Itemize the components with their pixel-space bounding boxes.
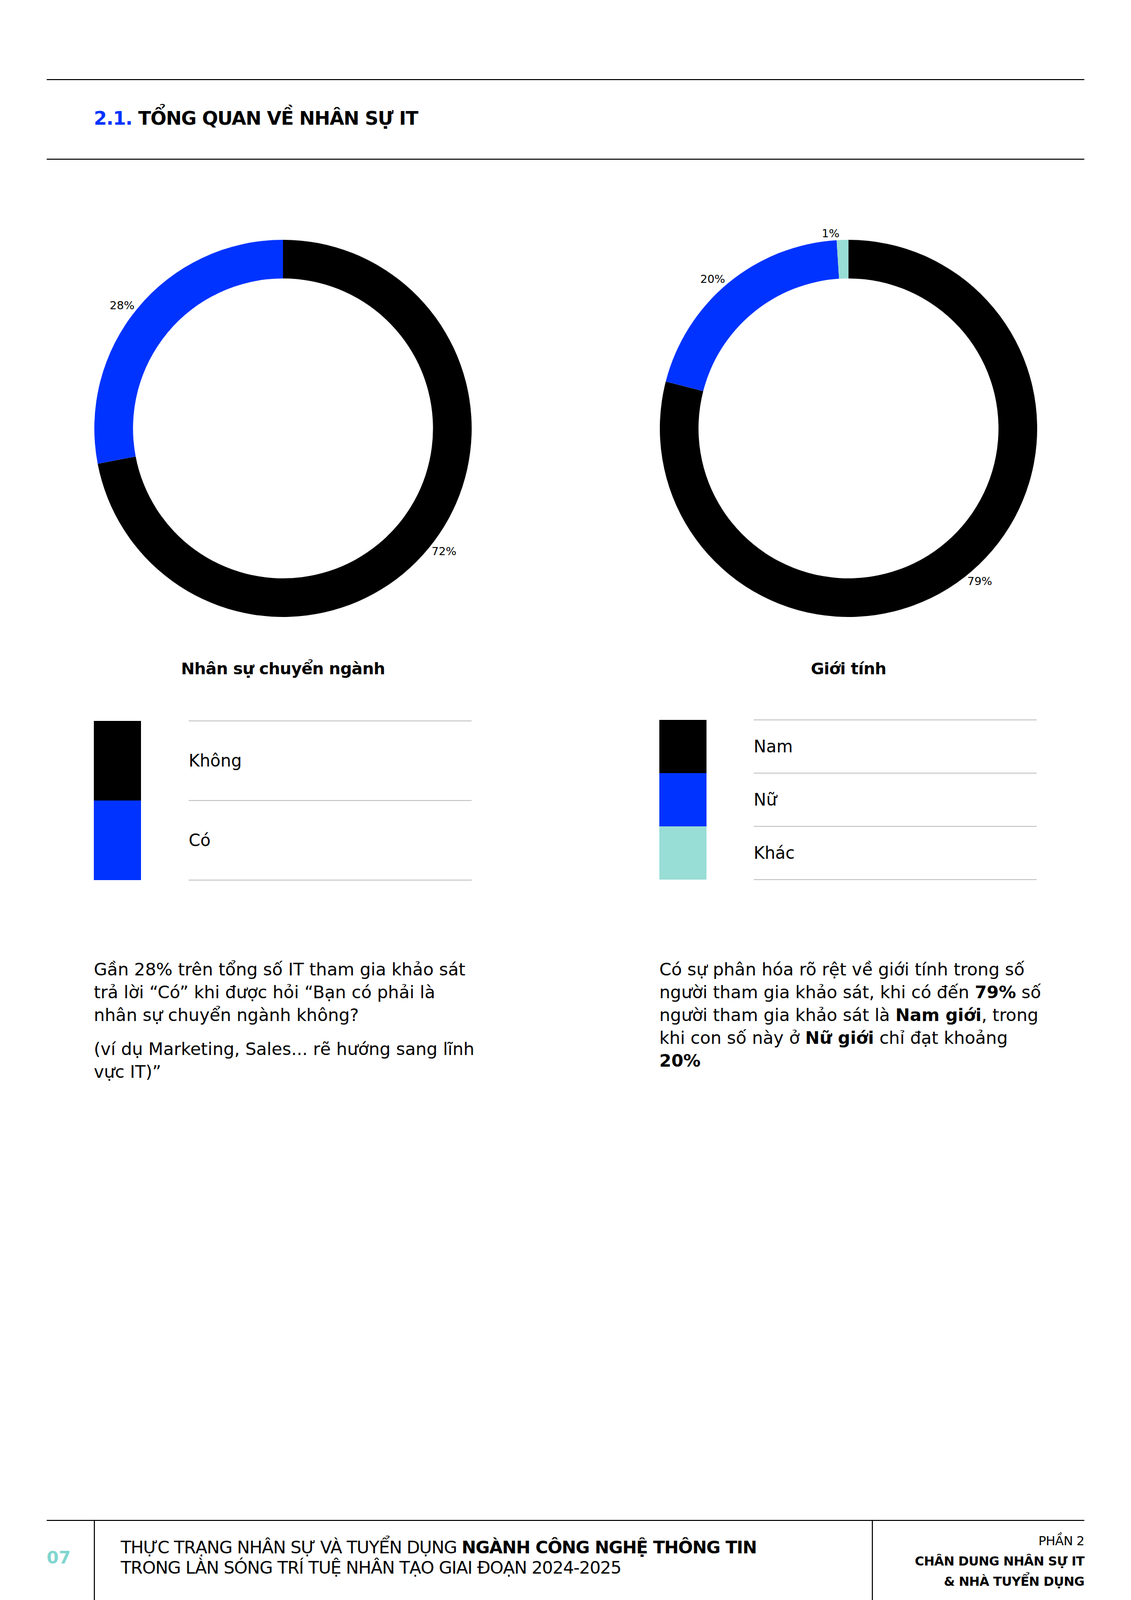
- html-text:07: 07: [46, 1547, 71, 1569]
- html-text:CHÂN DUNG NHÂN SỰ IT: CHÂN DUNG NHÂN SỰ IT: [914, 1554, 1085, 1570]
- html-text:PHẦN 2: PHẦN 2: [1038, 1534, 1085, 1549]
- html-text:Gần 28% trên tổng số IT tham g: Gần 28% trên tổng số IT tham gia khảo sá…: [93, 959, 466, 1026]
- html-text:Nữ: Nữ: [753, 789, 777, 810]
- html-text:& NHÀ TUYỂN DỤNG: & NHÀ TUYỂN DỤNG: [943, 1574, 1085, 1590]
- svg-text:1%: 1%: [821, 227, 840, 240]
- html-text:Nhân sự chuyển ngành: Nhân sự chuyển ngành: [181, 659, 385, 679]
- html-text:Khác: Khác: [753, 843, 795, 863]
- html-text:Giới tính: Giới tính: [810, 659, 887, 679]
- svg-text:28%: 28%: [109, 299, 135, 312]
- html-text:Có: Có: [188, 830, 211, 851]
- html-text:2.1. TỔNG QUAN VỀ NHÂN SỰ IT: 2.1. TỔNG QUAN VỀ NHÂN SỰ IT: [93, 107, 418, 130]
- html-text:Không: Không: [188, 750, 242, 771]
- html-text:(ví dụ Marketing, Sales... rẽ: (ví dụ Marketing, Sales... rẽ hướng sang…: [93, 1039, 475, 1083]
- svg-text:79%: 79%: [967, 575, 993, 588]
- html-text:Nam: Nam: [753, 736, 793, 757]
- html-text:THỰC TRẠNG NHÂN SỰ VÀ TUYỂN DỤ: THỰC TRẠNG NHÂN SỰ VÀ TUYỂN DỤNG NGÀNH C…: [120, 1537, 757, 1559]
- html-text:TRONG LÀN SÓNG TRÍ TUỆ NHÂN TẠ: TRONG LÀN SÓNG TRÍ TUỆ NHÂN TẠO GIAI ĐOẠ…: [120, 1558, 622, 1579]
- svg-text:20%: 20%: [700, 272, 726, 286]
- html-text:20%: 20%: [659, 1050, 701, 1072]
- html-text:Có sự phân hóa rõ rệt về giới: Có sự phân hóa rõ rệt về giới tính trong…: [659, 959, 1042, 1049]
- svg-text:72%: 72%: [431, 545, 457, 558]
